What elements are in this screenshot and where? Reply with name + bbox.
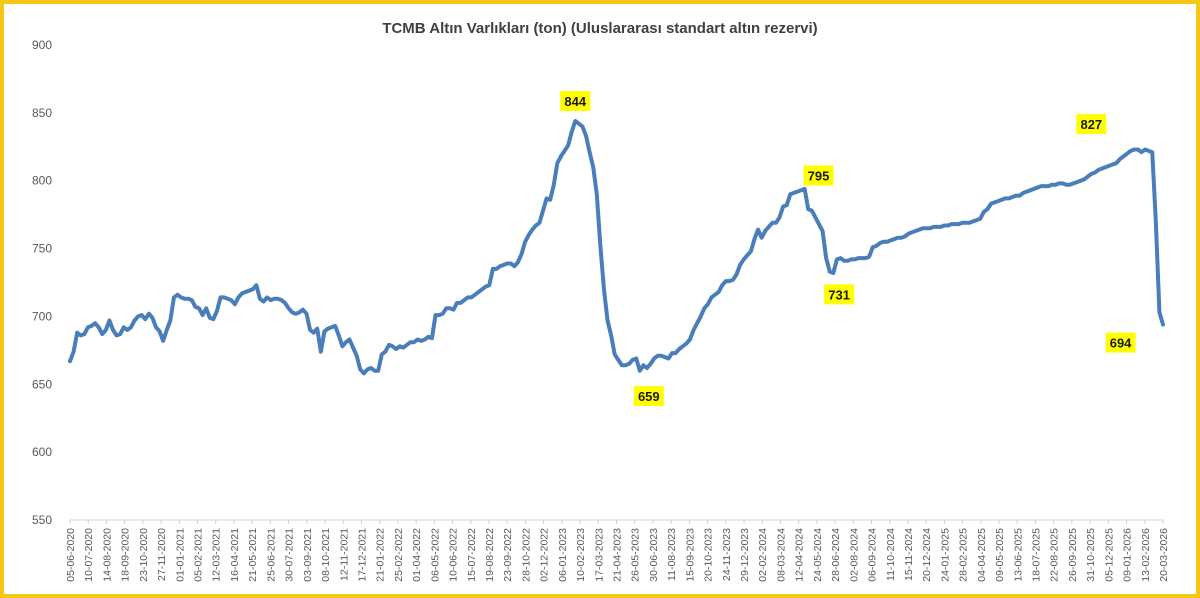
y-tick-label: 550: [32, 513, 52, 527]
x-tick-label: 04-04-2025: [976, 528, 988, 582]
x-tick-label: 19-08-2022: [484, 528, 496, 582]
x-tick-label: 12-11-2021: [338, 528, 350, 581]
x-tick-label: 28-02-2025: [958, 528, 970, 582]
x-tick-label: 20-12-2024: [921, 528, 933, 582]
x-tick-label: 18-09-2020: [120, 528, 132, 582]
x-tick-label: 25-02-2022: [393, 528, 405, 582]
x-tick-label: 21-04-2023: [612, 528, 624, 582]
x-tick-label: 09-05-2025: [994, 528, 1006, 582]
x-tick-label: 25-06-2021: [265, 528, 277, 582]
data-label-bg: [633, 386, 664, 407]
x-tick-label: 30-06-2023: [648, 528, 660, 582]
x-tick-label: 28-06-2024: [830, 528, 842, 582]
x-tick-label: 06-05-2022: [429, 528, 441, 582]
x-tick-label: 17-03-2023: [593, 528, 605, 582]
x-tick-label: 27-11-2020: [156, 528, 168, 581]
data-label-659: 659: [633, 386, 664, 407]
y-tick-label: 600: [32, 445, 52, 459]
series-line: [68, 119, 1165, 376]
x-tick-label: 05-02-2021: [193, 528, 205, 582]
y-axis: 550 600 650 700 750 800 850 900: [32, 38, 52, 527]
x-tick-label: 20-03-2026: [1158, 528, 1170, 582]
x-tick-label: 18-07-2025: [1030, 528, 1042, 582]
data-label-text: 844: [564, 94, 586, 109]
x-tick-label: 13-02-2026: [1140, 528, 1152, 582]
x-tick-label: 12-04-2024: [794, 528, 806, 582]
y-tick-label: 700: [32, 309, 52, 323]
x-tick-label: 20-10-2023: [703, 528, 715, 582]
x-tick-label: 05-06-2020: [65, 528, 77, 582]
data-label-731: 731: [824, 284, 855, 305]
data-label-694: 694: [1105, 332, 1136, 353]
data-label-text: 731: [828, 287, 850, 302]
x-tick-label: 12-03-2021: [211, 528, 223, 582]
data-label-827: 827: [1076, 114, 1107, 135]
x-tick-label: 05-12-2025: [1103, 528, 1115, 582]
x-tick-label: 08-10-2021: [320, 528, 332, 582]
y-tick-label: 900: [32, 38, 52, 52]
x-tick-label: 15-07-2022: [466, 528, 478, 582]
x-tick-label: 11-08-2023: [666, 528, 678, 581]
x-tick-label: 23-09-2022: [502, 528, 514, 582]
data-label-844: 844: [560, 91, 591, 111]
y-tick-label: 650: [32, 377, 52, 391]
x-tick-label: 24-01-2025: [939, 528, 951, 582]
data-label-text: 694: [1110, 336, 1132, 351]
callouts-layer: 844 659 795 731 827 694: [560, 91, 1136, 407]
data-label-bg: [824, 284, 855, 305]
x-tick-label: 02-12-2022: [539, 528, 551, 582]
data-label-text: 795: [808, 169, 830, 184]
x-tick-label: 26-05-2023: [630, 528, 642, 582]
x-tick-label: 16-04-2021: [229, 528, 241, 582]
x-tick-label: 01-04-2022: [411, 528, 423, 582]
x-tick-label: 23-10-2020: [138, 528, 150, 582]
x-tick-label: 06-09-2024: [867, 528, 879, 582]
data-label-bg: [1105, 332, 1136, 353]
x-tick-label: 11-10-2024: [885, 528, 897, 581]
x-tick-label: 31-10-2025: [1085, 528, 1097, 582]
y-tick-label: 750: [32, 242, 52, 256]
data-label-bg: [560, 91, 591, 111]
x-tick-label: 15-11-2024: [903, 528, 915, 581]
y-tick-label: 850: [32, 106, 52, 120]
x-tick-label: 30-07-2021: [284, 528, 296, 582]
chart-title: TCMB Altın Varlıkları (ton) (Uluslararas…: [382, 20, 818, 37]
x-tick-label: 10-07-2020: [83, 528, 95, 582]
x-tick-label: 21-01-2022: [375, 528, 387, 582]
x-tick-label: 24-05-2024: [812, 528, 824, 582]
x-tick-label: 06-01-2023: [557, 528, 569, 582]
x-tick-label: 03-09-2021: [302, 528, 314, 582]
x-tick-label: 28-10-2022: [520, 528, 532, 582]
x-tick-label: 09-01-2026: [1122, 528, 1134, 582]
x-tick-label: 14-08-2020: [101, 528, 113, 582]
x-tick-label: 13-06-2025: [1012, 528, 1024, 582]
x-tick-label: 24-11-2023: [721, 528, 733, 581]
x-tick-label: 10-06-2022: [448, 528, 460, 582]
x-tick-label: 17-12-2021: [356, 528, 368, 582]
data-label-795: 795: [803, 165, 834, 186]
x-tick-label: 15-09-2023: [684, 528, 696, 582]
data-label-bg: [803, 165, 834, 186]
x-tick-label: 08-03-2024: [775, 528, 787, 582]
x-tick-label: 26-09-2025: [1067, 528, 1079, 582]
x-tick-label: 01-01-2021: [174, 528, 186, 582]
x-tick-label: 21-05-2021: [247, 528, 259, 582]
x-tick-label: 22-08-2025: [1049, 528, 1061, 582]
x-axis: 05-06-2020 10-07-2020 14-08-2020 18-09-2020…: [65, 519, 1170, 582]
data-label-text: 659: [638, 389, 660, 404]
x-tick-label: 02-08-2024: [848, 528, 860, 582]
data-label-text: 827: [1080, 117, 1102, 132]
data-label-bg: [1076, 114, 1107, 135]
x-tick-label: 29-12-2023: [739, 528, 751, 582]
x-tick-label: 10-02-2023: [575, 528, 587, 582]
series-layer: [68, 119, 1165, 376]
x-tick-label: 02-02-2024: [757, 528, 769, 582]
y-tick-label: 800: [32, 174, 52, 188]
